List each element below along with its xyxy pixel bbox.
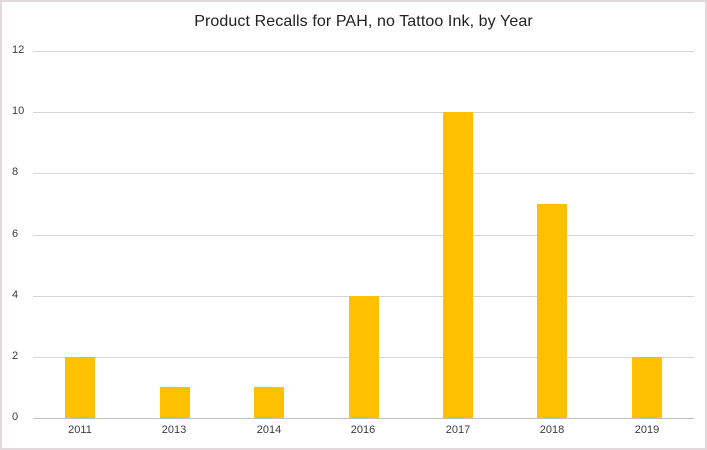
x-tick-label: 2018 [539, 424, 565, 436]
bar-2017 [443, 112, 473, 418]
gridline [33, 51, 694, 52]
bar-2019 [632, 357, 662, 418]
x-tick-label: 2017 [445, 424, 471, 436]
bar-2014 [254, 387, 284, 418]
y-tick-label: 12 [12, 44, 25, 56]
gridline [33, 112, 694, 113]
gridline [33, 173, 694, 174]
y-tick-label: 0 [12, 411, 19, 423]
y-tick-label: 2 [12, 350, 19, 362]
x-tick-label: 2014 [256, 424, 282, 436]
gridline [33, 235, 694, 236]
bar-2013 [160, 387, 190, 418]
y-tick-label: 6 [12, 228, 19, 240]
x-tick-label: 2019 [634, 424, 660, 436]
bar-2018 [537, 204, 567, 418]
chart-title: Product Recalls for PAH, no Tattoo Ink, … [194, 13, 533, 30]
y-tick-label: 10 [12, 105, 25, 117]
x-tick-label: 2016 [350, 424, 376, 436]
x-tick-label: 2013 [161, 424, 187, 436]
bar-2011 [65, 357, 95, 418]
x-axis-line [33, 418, 694, 419]
y-tick-label: 4 [12, 289, 19, 301]
x-tick-label: 2011 [68, 424, 92, 436]
bar-2016 [349, 296, 379, 418]
y-tick-label: 8 [12, 166, 19, 178]
